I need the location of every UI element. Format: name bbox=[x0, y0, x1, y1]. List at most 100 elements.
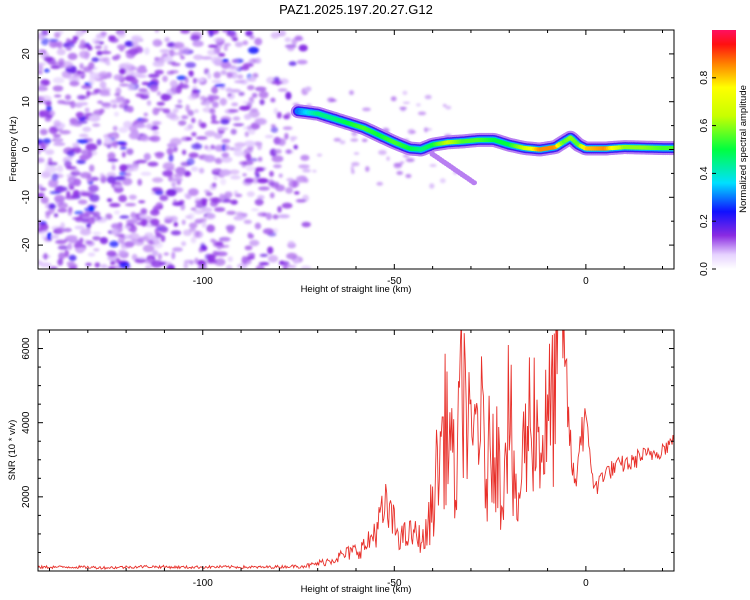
noise-blob bbox=[44, 165, 57, 174]
noise-blob bbox=[256, 118, 267, 125]
noise-blob bbox=[39, 112, 48, 117]
noise-blob bbox=[164, 216, 174, 222]
noise-blob bbox=[158, 205, 164, 210]
noise-blob bbox=[144, 232, 154, 237]
noise-blob bbox=[171, 178, 184, 182]
noise-blob bbox=[226, 210, 237, 215]
noise-blob bbox=[286, 252, 298, 260]
noise-blob bbox=[247, 85, 255, 91]
snr-plot-area bbox=[38, 330, 674, 571]
noise-blob bbox=[213, 132, 223, 140]
noise-blob bbox=[115, 54, 121, 60]
noise-blob bbox=[210, 238, 216, 243]
noise-blob bbox=[191, 88, 198, 94]
noise-blob bbox=[41, 30, 49, 36]
noise-blob bbox=[258, 91, 269, 99]
noise-blob bbox=[171, 181, 176, 188]
noise-blob bbox=[147, 73, 160, 78]
noise-blob bbox=[270, 97, 276, 103]
noise-blob bbox=[165, 261, 172, 265]
noise-blob bbox=[204, 145, 209, 150]
noise-blob bbox=[119, 164, 128, 172]
noise-blob bbox=[65, 235, 78, 241]
noise-blob bbox=[142, 90, 150, 97]
noise-blob bbox=[200, 56, 213, 60]
noise-blob bbox=[249, 35, 255, 40]
noise-blob bbox=[124, 40, 135, 47]
snr-ticks: -100 -50 0 2000 4000 6000 bbox=[21, 329, 674, 589]
noise-blob bbox=[175, 166, 187, 175]
noise-blob bbox=[224, 191, 233, 198]
noise-blob bbox=[143, 112, 149, 117]
noise-blob bbox=[207, 72, 212, 80]
noise-blob bbox=[43, 68, 50, 73]
noise-blob bbox=[200, 122, 207, 129]
noise-blob bbox=[77, 199, 88, 205]
noise-blob bbox=[79, 237, 84, 244]
ridge-branch bbox=[471, 180, 477, 186]
x-tick-label: -50 bbox=[387, 276, 402, 287]
noise-blob bbox=[119, 68, 126, 75]
noise-blob bbox=[123, 62, 132, 71]
noise-blob bbox=[176, 75, 187, 81]
noise-blob bbox=[89, 72, 102, 80]
noise-blob bbox=[41, 37, 49, 46]
noise-blob bbox=[82, 126, 92, 132]
y-tick-label: 20 bbox=[21, 48, 32, 60]
noise-blob bbox=[223, 146, 230, 150]
noise-blob bbox=[220, 61, 232, 69]
noise-blob bbox=[150, 260, 163, 268]
noise-blob bbox=[140, 218, 148, 227]
noise-blob bbox=[214, 157, 223, 164]
noise-blob bbox=[298, 44, 308, 52]
noise-blob bbox=[353, 152, 360, 155]
noise-blob bbox=[146, 100, 152, 106]
noise-blob bbox=[286, 265, 297, 269]
noise-blob bbox=[254, 57, 262, 64]
noise-blob bbox=[193, 209, 205, 215]
noise-blob bbox=[80, 192, 91, 197]
noise-blob bbox=[38, 64, 44, 72]
noise-blob bbox=[144, 47, 150, 55]
noise-blob bbox=[57, 202, 68, 210]
noise-blob bbox=[417, 111, 427, 116]
noise-blob bbox=[74, 225, 85, 230]
noise-blob bbox=[163, 56, 174, 62]
noise-blob bbox=[55, 227, 65, 234]
noise-blob bbox=[211, 56, 223, 65]
noise-blob bbox=[152, 131, 160, 135]
noise-blob bbox=[73, 242, 84, 249]
noise-blob bbox=[247, 77, 257, 82]
noise-blob bbox=[48, 38, 59, 42]
noise-blob bbox=[231, 59, 239, 64]
noise-blob bbox=[282, 126, 293, 130]
noise-blob bbox=[57, 258, 64, 266]
noise-blob bbox=[138, 200, 146, 204]
noise-blob bbox=[141, 81, 150, 86]
noise-blob bbox=[152, 241, 163, 249]
noise-blob bbox=[211, 114, 217, 122]
noise-blob bbox=[171, 251, 176, 260]
noise-blob bbox=[174, 104, 183, 109]
noise-blob bbox=[300, 154, 310, 161]
noise-blob bbox=[270, 124, 276, 128]
noise-blob bbox=[79, 50, 90, 59]
noise-blob bbox=[168, 154, 174, 162]
noise-blob bbox=[50, 234, 60, 239]
noise-blob bbox=[111, 229, 119, 235]
noise-blob bbox=[223, 44, 228, 52]
noise-blob bbox=[45, 100, 52, 108]
noise-blob bbox=[52, 85, 64, 92]
noise-blob bbox=[38, 157, 45, 163]
noise-blob bbox=[288, 61, 297, 66]
noise-blob bbox=[159, 49, 171, 53]
noise-blob bbox=[396, 171, 404, 175]
noise-blob bbox=[92, 236, 101, 241]
noise-blob bbox=[115, 141, 127, 145]
noise-blob bbox=[64, 160, 72, 168]
y-tick-label: -20 bbox=[21, 237, 32, 252]
x-tick-label: 0 bbox=[583, 276, 589, 287]
noise-blob bbox=[211, 79, 222, 84]
noise-blob bbox=[99, 108, 105, 114]
noise-blob bbox=[188, 70, 194, 76]
